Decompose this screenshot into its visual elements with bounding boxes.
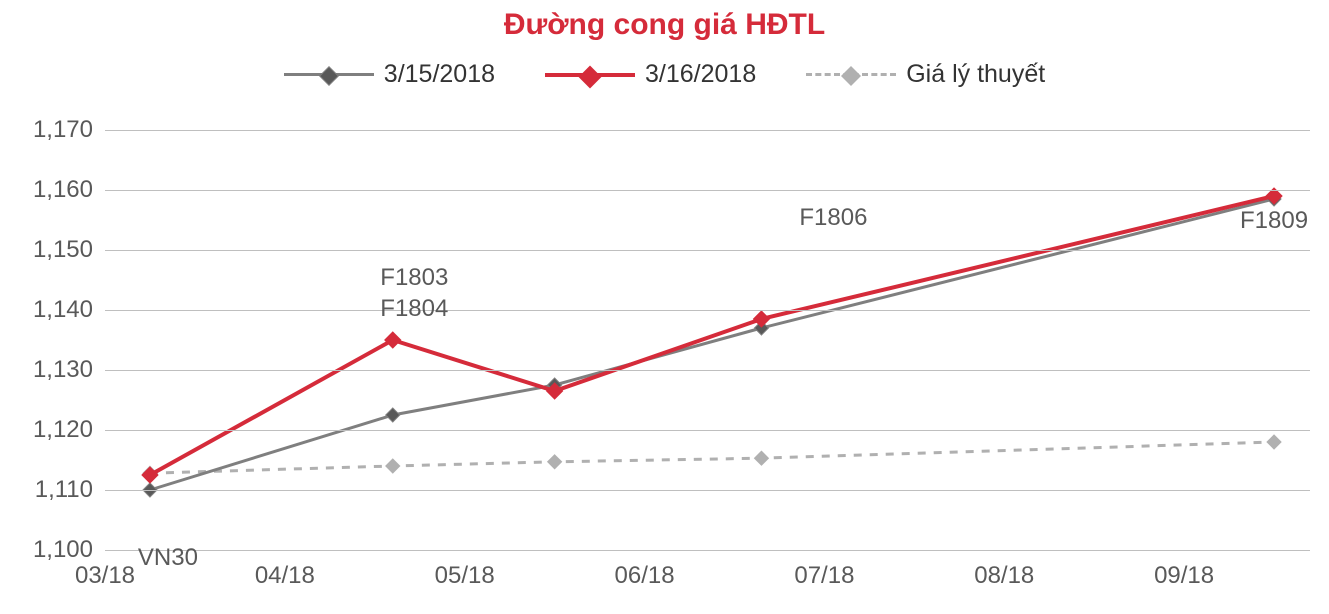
futures-curve-chart: Đường cong giá HĐTL 3/15/2018 3/16/2018 Gi… [0, 0, 1329, 614]
series-marker-s3 [754, 451, 768, 465]
x-axis-label: 06/18 [615, 562, 675, 590]
data-point-label: VN30 [138, 544, 198, 572]
legend-label: 3/16/2018 [645, 60, 756, 89]
legend-item-s1: 3/15/2018 [284, 60, 495, 89]
data-point-label: F1809 [1240, 207, 1308, 235]
plot-area: 1,1001,1101,1201,1301,1401,1501,1601,170… [105, 130, 1310, 550]
y-axis-label: 1,170 [33, 116, 93, 144]
legend-item-s2: 3/16/2018 [545, 60, 756, 89]
grid-line [105, 550, 1310, 551]
series-marker-s3 [548, 455, 562, 469]
legend-swatch [284, 73, 374, 76]
series-marker-s2 [753, 311, 769, 327]
grid-line [105, 190, 1310, 191]
x-axis-label: 07/18 [794, 562, 854, 590]
x-axis-label: 04/18 [255, 562, 315, 590]
chart-legend: 3/15/2018 3/16/2018 Giá lý thuyết [0, 60, 1329, 89]
grid-line [105, 430, 1310, 431]
series-marker-s3 [386, 459, 400, 473]
x-axis-label: 05/18 [435, 562, 495, 590]
grid-line [105, 490, 1310, 491]
series-line-s2 [150, 196, 1274, 475]
y-axis-label: 1,140 [33, 296, 93, 324]
legend-label: 3/15/2018 [384, 60, 495, 89]
x-axis-label: 08/18 [974, 562, 1034, 590]
data-point-label: F1806 [799, 204, 867, 232]
grid-line [105, 250, 1310, 251]
series-marker-s3 [1267, 435, 1281, 449]
grid-line [105, 310, 1310, 311]
y-axis-label: 1,160 [33, 176, 93, 204]
chart-title: Đường cong giá HĐTL [0, 8, 1329, 42]
data-point-label: F1804 [380, 295, 448, 323]
legend-swatch [545, 73, 635, 77]
series-marker-s1 [386, 408, 400, 422]
legend-label: Giá lý thuyết [906, 60, 1045, 89]
grid-line [105, 130, 1310, 131]
grid-line [105, 370, 1310, 371]
y-axis-label: 1,110 [35, 476, 93, 504]
x-axis-label: 03/18 [75, 562, 135, 590]
series-line-s1 [150, 199, 1274, 490]
x-axis-label: 09/18 [1154, 562, 1214, 590]
y-axis-label: 1,120 [33, 416, 93, 444]
y-axis-label: 1,130 [33, 356, 93, 384]
legend-swatch [806, 73, 896, 76]
series-marker-s2 [142, 467, 158, 483]
data-point-label: F1803 [380, 264, 448, 292]
legend-item-s3: Giá lý thuyết [806, 60, 1045, 89]
y-axis-label: 1,100 [33, 536, 93, 564]
y-axis-label: 1,150 [33, 236, 93, 264]
series-line-s3 [150, 442, 1274, 473]
series-marker-s2 [385, 332, 401, 348]
plot-svg [105, 130, 1310, 550]
